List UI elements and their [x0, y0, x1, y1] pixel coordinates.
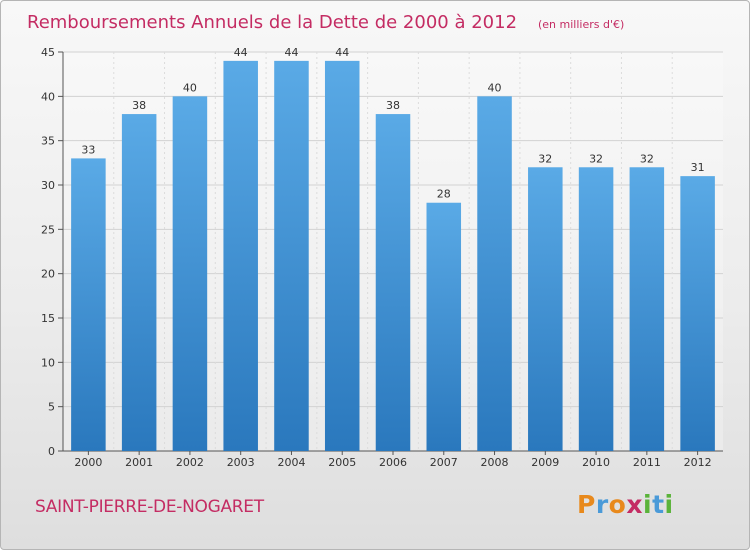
- y-tick-label: 0: [48, 445, 55, 458]
- x-tick-label-2002: 2002: [176, 456, 204, 469]
- bar-2001: [121, 114, 157, 452]
- x-tick-label-2009: 2009: [531, 456, 559, 469]
- brand-letter: r: [595, 490, 609, 519]
- bar-2003: [223, 60, 258, 451]
- data-label-2000: 33: [81, 143, 95, 156]
- data-label-2011: 32: [640, 152, 654, 165]
- brand-letter: P: [577, 490, 596, 519]
- x-tick-label-2007: 2007: [430, 456, 458, 469]
- y-tick-label: 45: [41, 46, 55, 59]
- brand-letter: x: [626, 490, 643, 519]
- x-tick-label-2010: 2010: [582, 456, 610, 469]
- x-tick-label-2006: 2006: [379, 456, 407, 469]
- bar-2007: [426, 202, 462, 451]
- x-tick-label-2001: 2001: [125, 456, 153, 469]
- data-label-2005: 44: [335, 46, 349, 59]
- bar-2002: [172, 96, 208, 451]
- data-label-2003: 44: [234, 46, 248, 59]
- brand-letter: i: [643, 490, 653, 519]
- bar-2012: [680, 176, 715, 451]
- brand-logo: Proxiti: [577, 490, 674, 519]
- x-tick-label-2012: 2012: [684, 456, 712, 469]
- chart-title: Remboursements Annuels de la Dette de 20…: [27, 12, 517, 33]
- bar-2005: [324, 60, 360, 451]
- bar-2009: [528, 167, 563, 451]
- data-label-2006: 38: [386, 99, 400, 112]
- data-label-2001: 38: [132, 99, 146, 112]
- bar-2011: [629, 167, 665, 451]
- data-label-2009: 32: [538, 152, 552, 165]
- y-tick-label: 10: [41, 356, 55, 369]
- brand-letter: i: [664, 490, 674, 519]
- bar-2010: [578, 167, 614, 451]
- data-label-2008: 40: [488, 81, 502, 94]
- x-tick-label-2000: 2000: [74, 456, 102, 469]
- y-tick-label: 20: [41, 268, 55, 281]
- bar-2000: [71, 158, 106, 451]
- y-tick-label: 25: [41, 223, 55, 236]
- brand-letter: o: [608, 490, 627, 519]
- x-tick-label-2003: 2003: [227, 456, 255, 469]
- bar-2004: [274, 60, 309, 451]
- data-label-2002: 40: [183, 81, 197, 94]
- x-tick-label-2011: 2011: [633, 456, 661, 469]
- y-tick-label: 35: [41, 135, 55, 148]
- x-tick-label-2008: 2008: [481, 456, 509, 469]
- axes: 0 5 10 15 20 25 30 35 40 45 2000 2001 2002 2003 2004 20…: [41, 46, 723, 469]
- y-tick-label: 5: [48, 401, 55, 414]
- y-tick-label: 15: [41, 312, 55, 325]
- data-label-2007: 28: [437, 188, 451, 201]
- labels: 33 38 40 44 44 44 38 28 40 32 32 32 31: [81, 46, 704, 201]
- bar-2008: [477, 96, 512, 451]
- data-label-2004: 44: [284, 46, 298, 59]
- x-tick-label-2004: 2004: [277, 456, 305, 469]
- y-tick-label: 40: [41, 90, 55, 103]
- y-tick-label: 30: [41, 179, 55, 192]
- x-tick-label-2005: 2005: [328, 456, 356, 469]
- bar-2006: [375, 114, 411, 452]
- data-label-2010: 32: [589, 152, 603, 165]
- brand-letter: t: [652, 490, 665, 519]
- bars: [71, 60, 715, 452]
- commune-name: SAINT-PIERRE-DE-NOGARET: [35, 497, 264, 517]
- data-label-2012: 31: [691, 161, 705, 174]
- chart-subtitle: (en milliers d'€): [538, 18, 624, 31]
